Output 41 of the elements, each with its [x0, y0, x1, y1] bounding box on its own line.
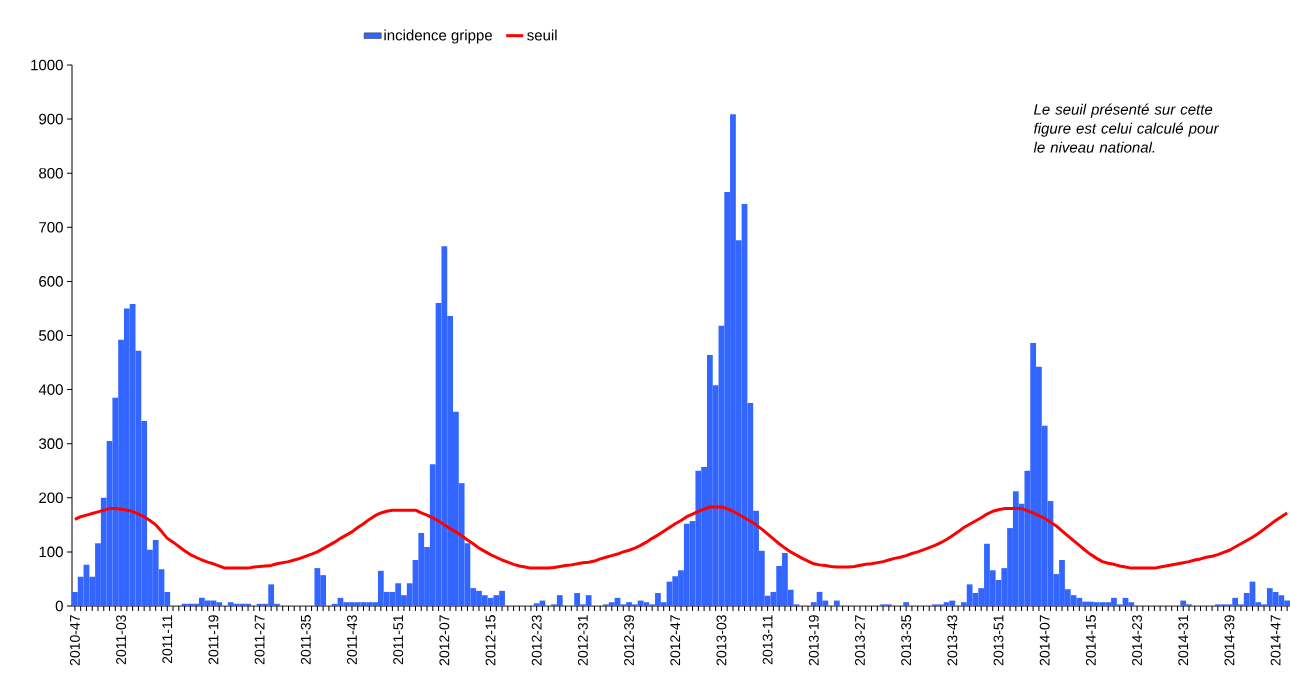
- x-tick-label: 2013-35: [901, 615, 912, 666]
- x-tick-label: 2012-47: [670, 615, 681, 666]
- x-tick-label: 2011-43: [347, 615, 357, 665]
- x-tick-label: 2011-51: [393, 615, 404, 665]
- x-tick-label: 2014-31: [1178, 615, 1189, 666]
- y-tick-label: 100: [39, 546, 63, 558]
- x-tick-label: 2013-43: [947, 615, 958, 666]
- x-tick-label: 2014-07: [1039, 615, 1050, 666]
- x-tick-label: 2011-19: [208, 615, 219, 665]
- y-tick-label: 300: [39, 438, 63, 449]
- x-tick-label: 2013-11: [762, 615, 773, 665]
- x-tick-label: 2014-39: [1224, 615, 1235, 666]
- x-tick-label: 2011-35: [300, 615, 311, 665]
- x-tick-label: 2011-11: [162, 615, 173, 664]
- y-tick-label: 1000: [31, 59, 63, 71]
- x-tick-label: 2014-15: [1085, 615, 1096, 666]
- x-tick-label: 2012-31: [577, 615, 588, 666]
- x-tick-label: 2012-15: [485, 615, 496, 666]
- x-tick-label: 2013-51: [993, 615, 1004, 666]
- x-tick-label: 2013-03: [716, 615, 727, 666]
- legend-label: seuil: [527, 29, 557, 41]
- y-tick-label: 500: [39, 330, 63, 341]
- x-tick-label: 2013-27: [854, 615, 865, 666]
- annotation: Le seuil présenté sur cette figure est celui calculé pour le niveau national.: [1033, 103, 1220, 153]
- x-tick-label: 2012-07: [439, 615, 450, 666]
- x-tick-label: 2011-27: [254, 615, 265, 665]
- x-tick-label: 2012-23: [531, 615, 542, 666]
- x-tick-label: 2011-03: [116, 615, 127, 665]
- y-tick-label: 900: [39, 113, 63, 125]
- x-tick-label: 2014-47: [1270, 615, 1281, 666]
- y-tick-label: 200: [39, 492, 63, 504]
- x-tick-label: 2012-39: [624, 615, 635, 666]
- y-tick-label: 600: [39, 276, 63, 287]
- legend-label: incidence grippe: [384, 29, 492, 44]
- y-tick-label: 0: [55, 600, 63, 612]
- x-tick-label: 2014-23: [1132, 615, 1142, 666]
- y-tick-label: 400: [38, 384, 63, 395]
- x-tick-label: 2013-19: [808, 615, 819, 666]
- y-tick-label: 700: [39, 221, 63, 233]
- x-tick-label: 2010-47: [69, 615, 80, 666]
- y-tick-label: 800: [39, 167, 63, 179]
